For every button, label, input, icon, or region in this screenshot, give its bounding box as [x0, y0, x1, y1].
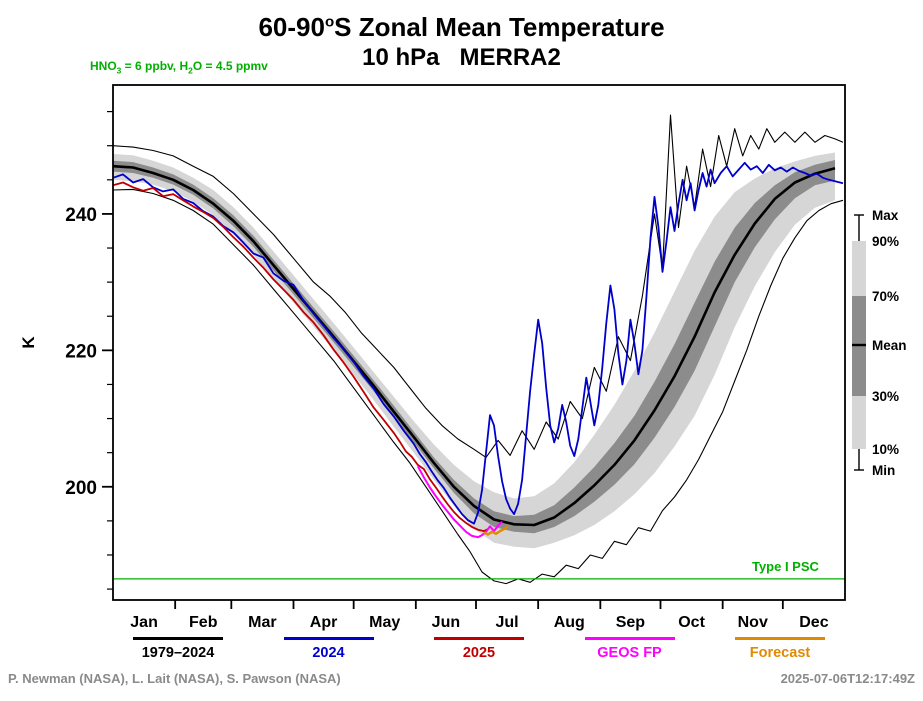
chart-subtitle: 10 hPa MERRA2 — [362, 44, 561, 71]
series-forecast-line — [483, 525, 509, 536]
legend-label-2024: 2024 — [312, 645, 345, 661]
title-degree-sup: o — [324, 13, 335, 31]
credits: P. Newman (NASA), L. Lait (NASA), S. Paw… — [8, 671, 341, 686]
month-label: Dec — [799, 614, 828, 631]
legendbar-label-10pct: 10% — [872, 442, 899, 457]
month-label: Jun — [432, 614, 460, 631]
month-label: Jul — [496, 614, 519, 631]
legendbar-label-max: Max — [872, 208, 899, 223]
legend-item-climatology: 1979–2024 — [113, 637, 243, 661]
timestamp: 2025-07-06T12:17:49Z — [780, 671, 915, 686]
title-part1: 60-90 — [258, 12, 325, 42]
month-label: Jan — [130, 614, 158, 631]
legendbar-label-90pct: 90% — [872, 234, 899, 249]
y-tick-label: 200 — [65, 478, 97, 499]
legend-swatch-geos-fp — [584, 637, 675, 640]
annotation-mid: = 6 ppbv, H — [121, 59, 189, 73]
month-label: May — [369, 614, 400, 631]
legend-swatch-forecast — [735, 637, 825, 640]
legendbar-label-70pct: 70% — [872, 289, 899, 304]
y-axis-label: K — [19, 336, 38, 349]
annotation-sub-3: 3 — [116, 65, 122, 76]
psc-label: Type I PSC — [752, 559, 820, 574]
series-2025-line — [112, 181, 489, 532]
climatology-mean-line — [112, 164, 836, 527]
annotation-end: O = 4.5 ppmv — [192, 59, 268, 73]
band-10-90 — [113, 152, 835, 549]
bottom-legend: 1979–2024 2024 2025 GEOS FP Forecast — [113, 637, 845, 661]
min-envelope-line — [112, 188, 844, 585]
annotation-sub-2: 2 — [188, 65, 193, 76]
legend-item-2024: 2024 — [264, 637, 394, 661]
y-tick-label: 220 — [65, 341, 97, 362]
series-geos-fp-line — [416, 465, 503, 539]
chart-title: 60-90oS Zonal Mean Temperature — [0, 12, 923, 43]
legend-label-2025: 2025 — [462, 645, 496, 661]
chemistry-annotation: HNO3 = 6 ppbv, H2O = 4.5 ppmv — [90, 59, 268, 75]
legend-swatch-climatology — [133, 637, 223, 640]
legend-swatch-2024 — [283, 637, 374, 640]
max-envelope-line — [112, 114, 844, 458]
legend-label-climatology: 1979–2024 — [141, 645, 215, 661]
month-label: Apr — [310, 614, 338, 631]
legend-item-2025: 2025 — [414, 637, 544, 661]
month-label: Mar — [248, 614, 276, 631]
legendbar-label-30pct: 30% — [872, 389, 899, 404]
legend-label-geos-fp: GEOS FP — [597, 645, 662, 661]
legendbar-label-min: Min — [872, 463, 895, 478]
month-label: Aug — [554, 614, 585, 631]
series-2024-line — [112, 161, 844, 525]
month-label: Feb — [189, 614, 218, 631]
annotation-hno: HNO — [90, 59, 117, 73]
month-label: Nov — [738, 614, 768, 631]
legendbar-label-mean: Mean — [872, 338, 907, 353]
legend-item-forecast: Forecast — [715, 637, 845, 661]
y-tick-label: 240 — [65, 205, 97, 226]
plot-border — [112, 84, 846, 601]
legend-label-forecast: Forecast — [749, 645, 811, 661]
legend-swatch-2025 — [434, 637, 524, 640]
month-label: Sep — [616, 614, 646, 631]
legend-item-geos-fp: GEOS FP — [565, 637, 695, 661]
title-part2: S Zonal Mean Temperature — [334, 12, 665, 42]
month-label: Oct — [678, 614, 705, 631]
